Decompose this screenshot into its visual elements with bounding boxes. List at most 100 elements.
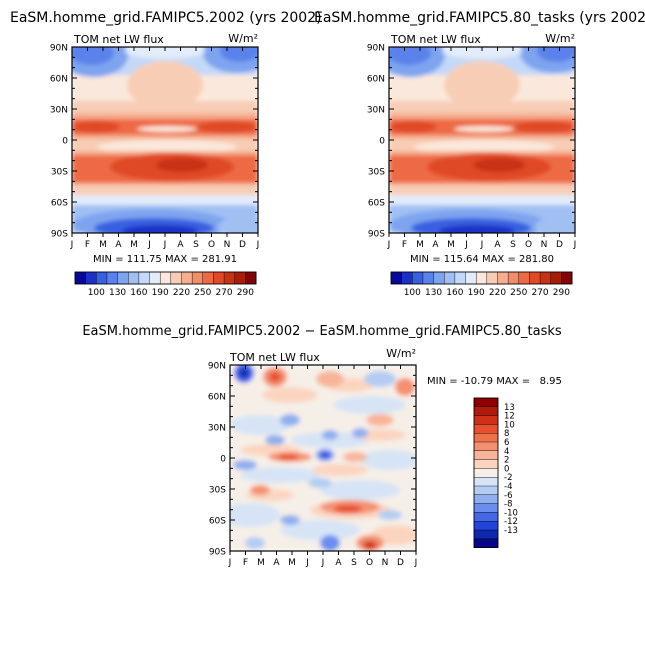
colorbar-label: -12 bbox=[504, 517, 518, 527]
colorbar-label: 8 bbox=[504, 429, 509, 439]
colorbar-swatch bbox=[486, 271, 498, 285]
colorbar-label: 160 bbox=[130, 288, 147, 298]
colorbar-swatch bbox=[473, 433, 499, 443]
colorbar-swatch bbox=[518, 271, 530, 285]
colorbar-label: 290 bbox=[553, 288, 570, 298]
month-tick-label: S bbox=[510, 240, 516, 250]
colorbar-label: 130 bbox=[109, 288, 126, 298]
month-tick-label: O bbox=[366, 558, 373, 568]
colorbar-label: -2 bbox=[504, 473, 512, 483]
colorbar-label: -10 bbox=[504, 508, 518, 518]
lat-tick-label: 60S bbox=[51, 199, 68, 209]
colorbar-label: 160 bbox=[446, 288, 463, 298]
colorbar-swatch bbox=[181, 271, 193, 285]
month-tick-label: D bbox=[397, 558, 404, 568]
colorbar-label: -4 bbox=[504, 482, 512, 492]
month-tick-label: D bbox=[556, 240, 563, 250]
colorbar-swatch bbox=[507, 271, 520, 285]
lat-tick-label: 0 bbox=[220, 455, 226, 465]
lat-tick-label: 90S bbox=[51, 230, 68, 240]
colorbar-frame bbox=[390, 271, 573, 285]
colorbar-swatch bbox=[473, 512, 499, 522]
panel-left-colorbar: 100 130 160 190 220 250 270 290 bbox=[74, 271, 257, 298]
colorbar-swatch bbox=[475, 271, 488, 285]
month-tick-label: J bbox=[256, 240, 260, 250]
panel-left-units: W/m² bbox=[228, 32, 258, 45]
colorbar-label: -6 bbox=[504, 491, 512, 501]
month-tick-label: A bbox=[115, 240, 122, 250]
colorbar-swatch bbox=[433, 271, 445, 285]
lat-tick-label: 30N bbox=[367, 106, 385, 116]
month-tick-label: O bbox=[208, 240, 215, 250]
colorbar-swatch bbox=[213, 271, 225, 285]
panel-diff-minmax: MIN = -10.79 MAX = 8.95 bbox=[427, 376, 562, 387]
colorbar-swatch bbox=[401, 271, 413, 285]
colorbar-swatch bbox=[234, 271, 246, 285]
colorbar-swatch bbox=[473, 424, 499, 434]
panel-diff-field bbox=[230, 365, 416, 551]
colorbar-label: 220 bbox=[173, 288, 190, 298]
panel-diff-title: EaSM.homme_grid.FAMIPC5.2002 − EaSM.homm… bbox=[82, 324, 562, 339]
colorbar-label: 10 bbox=[504, 420, 515, 430]
colorbar-swatch bbox=[128, 271, 140, 285]
colorbar-swatch bbox=[473, 529, 499, 540]
panel-left-field bbox=[72, 47, 258, 233]
colorbar-label: 13 bbox=[504, 403, 515, 413]
month-tick-label: J bbox=[228, 558, 232, 568]
lat-tick-label: 0 bbox=[62, 137, 68, 147]
month-tick-label: J bbox=[70, 240, 74, 250]
colorbar-swatch bbox=[473, 397, 499, 408]
month-tick-label: J bbox=[321, 558, 325, 568]
lat-tick-label: 30S bbox=[209, 486, 226, 496]
colorbar-label: -8 bbox=[504, 500, 512, 510]
lat-tick-label: 60N bbox=[367, 75, 385, 85]
colorbar-label: 4 bbox=[504, 447, 509, 457]
colorbar-swatch bbox=[473, 485, 499, 496]
colorbar-swatch bbox=[202, 271, 214, 285]
colorbar-swatch bbox=[223, 271, 236, 285]
lat-tick-label: 30S bbox=[368, 168, 385, 178]
colorbar-swatch bbox=[149, 271, 161, 285]
colorbar-swatch bbox=[96, 271, 108, 285]
panel-right-minmax: MIN = 115.64 MAX = 281.80 bbox=[410, 254, 554, 265]
panel-diff: EaSM.homme_grid.FAMIPC5.2002 − EaSM.homm… bbox=[82, 324, 562, 568]
month-tick-label: J bbox=[305, 558, 309, 568]
colorbar-swatch bbox=[539, 271, 552, 285]
lat-tick-label: 30N bbox=[50, 106, 68, 116]
colorbar-swatch bbox=[529, 271, 541, 285]
panel-diff-subtitle: TOM net LW flux bbox=[229, 351, 320, 364]
month-tick-label: J bbox=[147, 240, 151, 250]
month-tick-label: A bbox=[273, 558, 280, 568]
panel-right-title: EaSM.homme_grid.FAMIPC5.80_tasks (yrs 20… bbox=[314, 10, 645, 26]
lat-tick-label: 90N bbox=[50, 44, 68, 54]
lat-tick-label: 30N bbox=[208, 424, 226, 434]
month-tick-label: O bbox=[525, 240, 532, 250]
colorbar-label: 250 bbox=[510, 288, 527, 298]
month-tick-label: A bbox=[432, 240, 439, 250]
lat-tick-label: 90S bbox=[368, 230, 385, 240]
lat-tick-label: 90S bbox=[209, 548, 226, 558]
panel-right-lat-axis: 90N 60N 30N 0 30S 60S 90S bbox=[367, 44, 575, 240]
panel-right-subtitle: TOM net LW flux bbox=[390, 33, 481, 46]
panel-left: EaSM.homme_grid.FAMIPC5.2002 (yrs 2002) … bbox=[10, 10, 322, 298]
colorbar-frame bbox=[473, 397, 499, 549]
lat-tick-label: 30S bbox=[51, 168, 68, 178]
month-tick-label: J bbox=[163, 240, 167, 250]
panel-right-units: W/m² bbox=[545, 32, 575, 45]
month-tick-label: M bbox=[288, 558, 296, 568]
month-tick-label: F bbox=[85, 240, 90, 250]
colorbar-swatch bbox=[473, 459, 499, 469]
colorbar-swatch bbox=[454, 271, 466, 285]
month-tick-label: N bbox=[224, 240, 231, 250]
month-tick-label: N bbox=[382, 558, 389, 568]
lat-tick-label: 90N bbox=[208, 362, 226, 372]
colorbar-swatch bbox=[497, 271, 509, 285]
colorbar-label: 12 bbox=[504, 412, 515, 422]
colorbar-swatch bbox=[85, 271, 97, 285]
month-tick-label: J bbox=[480, 240, 484, 250]
colorbar-label: 270 bbox=[531, 288, 548, 298]
colorbar-swatch bbox=[390, 271, 403, 285]
